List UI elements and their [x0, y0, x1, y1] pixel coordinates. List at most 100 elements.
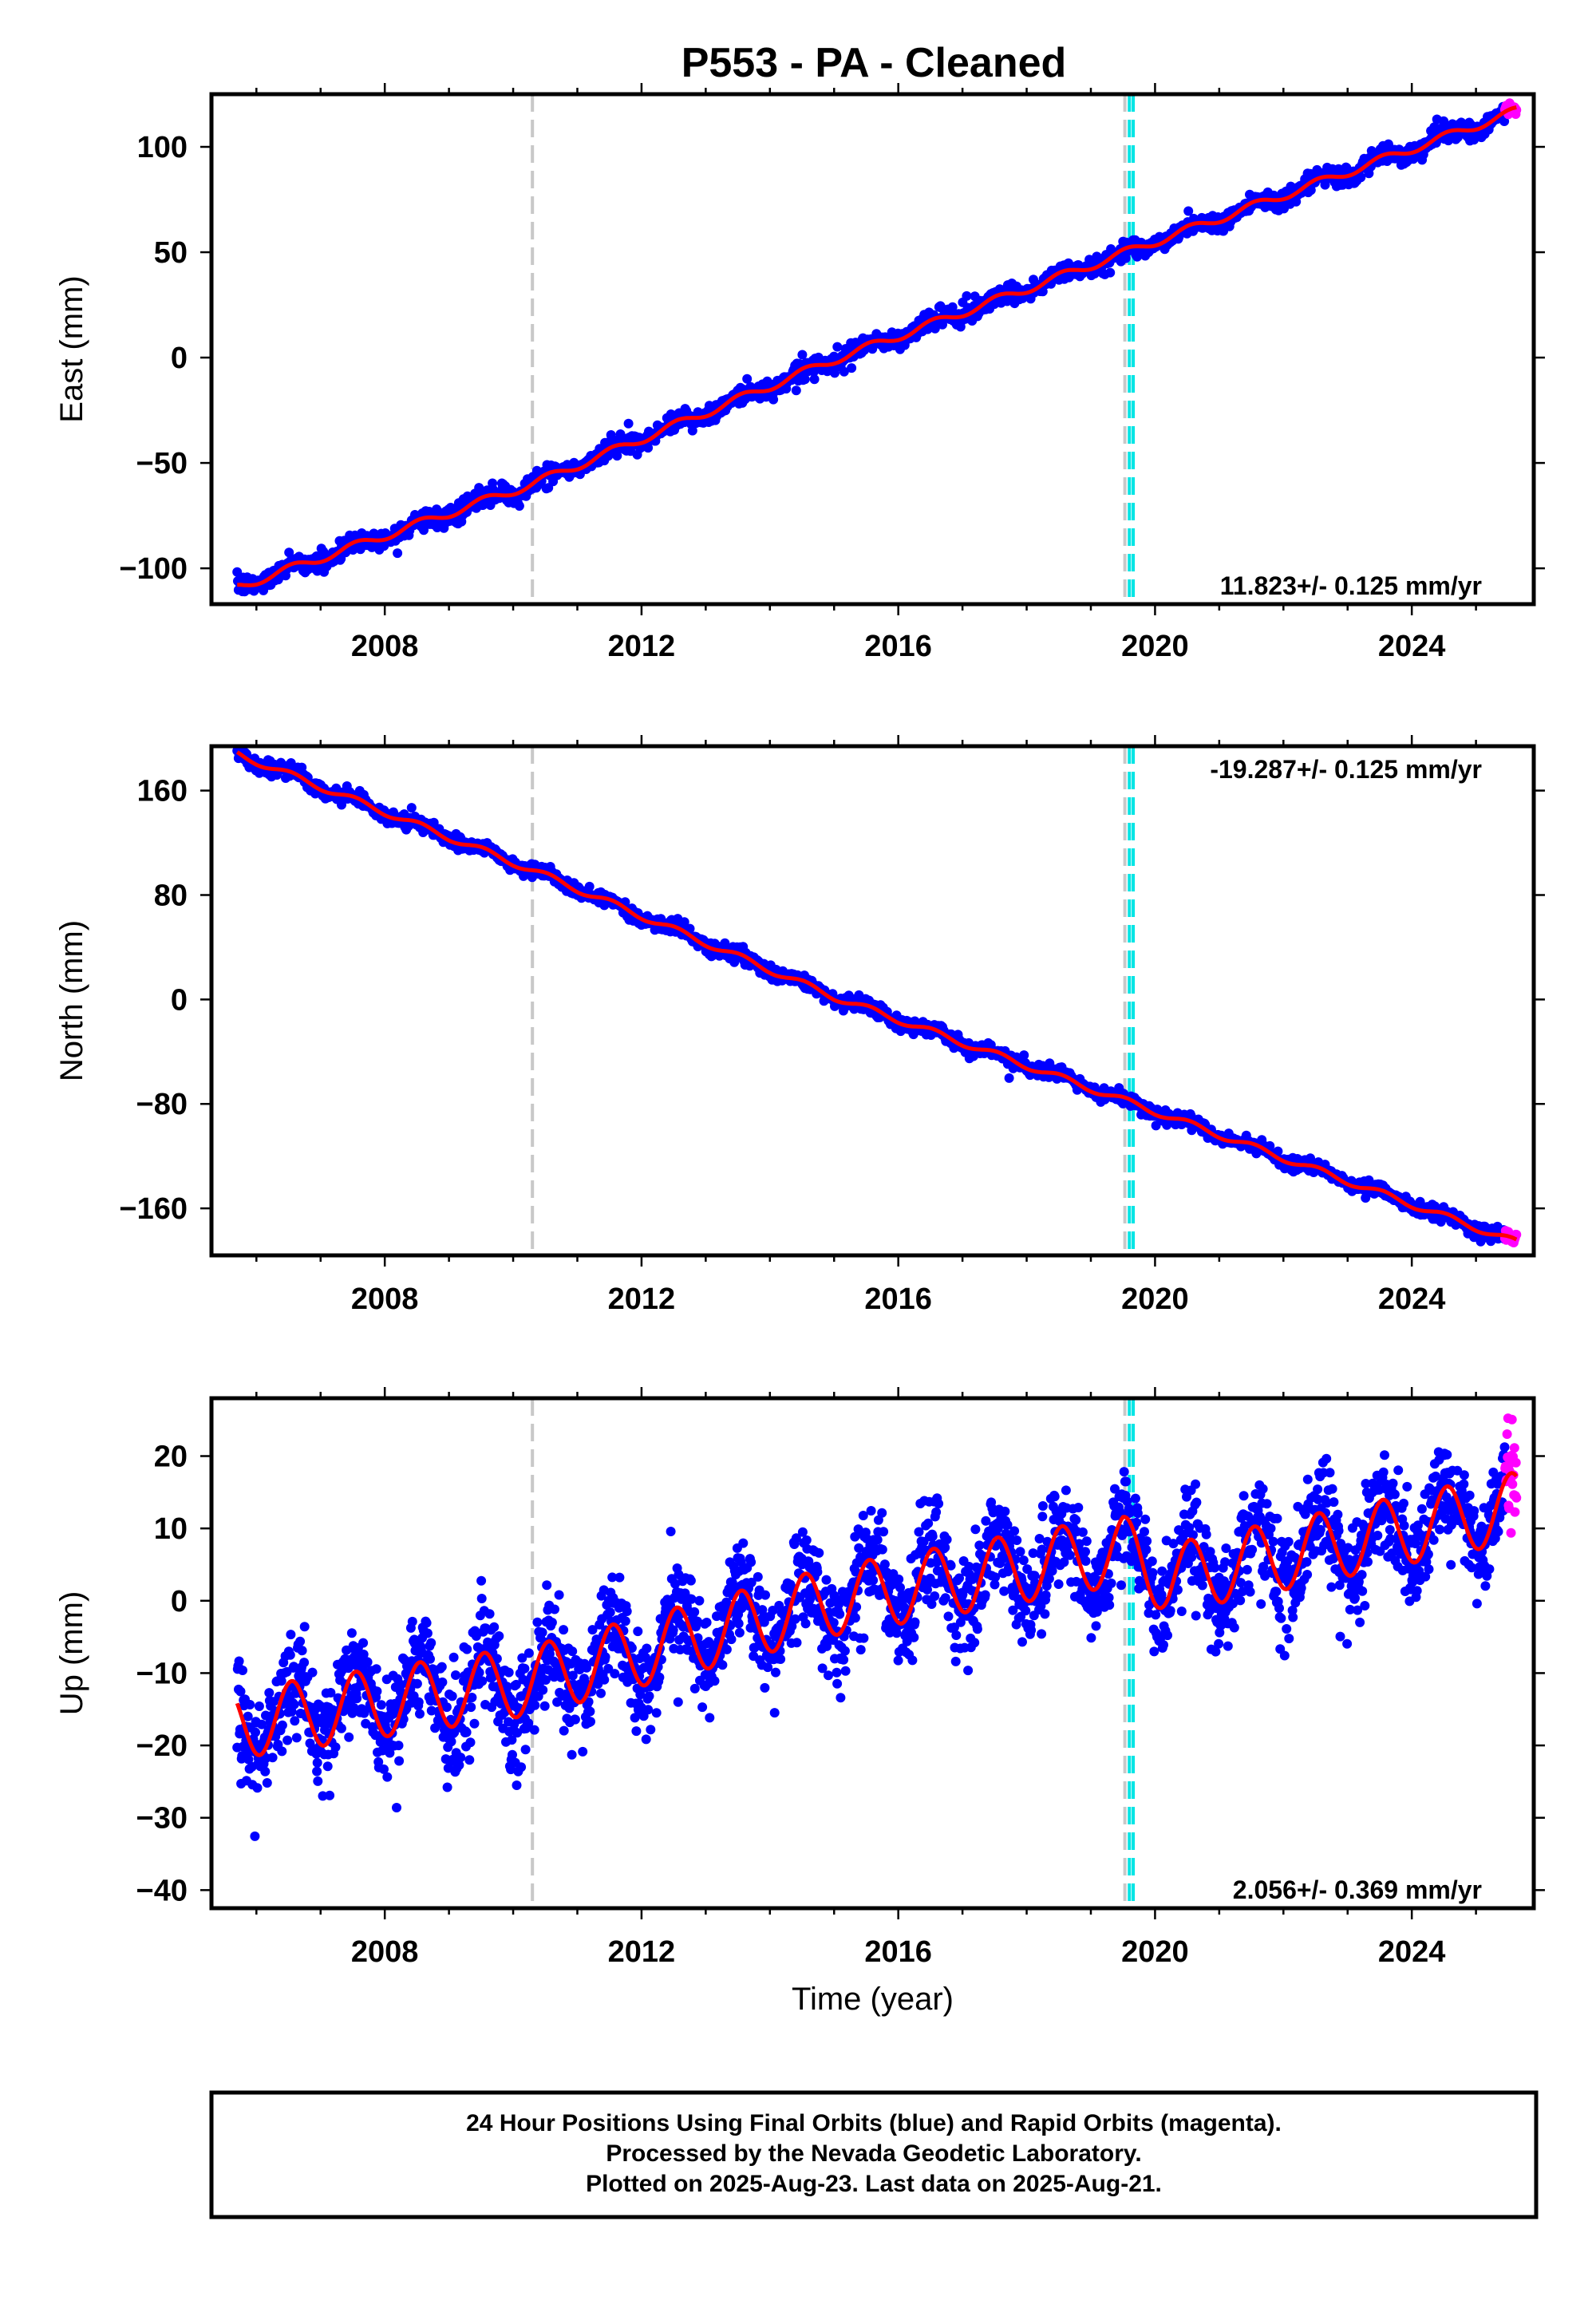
final-orbit-point — [529, 1725, 539, 1735]
final-orbit-point — [697, 1702, 708, 1713]
final-orbit-point — [371, 1664, 381, 1674]
final-orbit-point — [412, 1678, 422, 1689]
final-orbit-point — [537, 1627, 547, 1638]
final-orbit-point — [441, 1702, 452, 1713]
final-orbit-point — [262, 1778, 272, 1788]
x-tick-label: 2016 — [864, 1282, 932, 1316]
final-orbit-point — [559, 1625, 569, 1635]
final-orbit-point — [352, 1694, 362, 1704]
final-orbit-point — [235, 1686, 246, 1697]
final-orbit-point — [454, 1760, 464, 1770]
final-orbit-point — [523, 1648, 534, 1658]
final-orbit-point — [726, 1634, 737, 1645]
final-orbit-point — [570, 1714, 580, 1725]
final-orbit-point — [705, 1713, 715, 1723]
y-axis-label: North (mm) — [54, 920, 89, 1081]
final-orbit-point — [379, 1764, 389, 1774]
final-orbit-point — [286, 1706, 297, 1717]
final-orbit-point — [623, 418, 634, 429]
final-orbit-point — [295, 1636, 306, 1646]
final-orbit-point — [614, 1572, 625, 1583]
final-orbit-point — [641, 1734, 651, 1745]
final-orbit-point — [646, 1725, 656, 1735]
final-orbit-point — [243, 1711, 253, 1721]
final-orbit-point — [742, 373, 753, 384]
final-orbit-point — [685, 1575, 696, 1586]
final-orbit-point — [422, 1628, 433, 1638]
final-orbit-point — [523, 1718, 534, 1729]
final-orbit-points — [232, 1442, 1510, 1841]
final-orbit-point — [847, 363, 857, 373]
final-orbit-point — [234, 1656, 244, 1666]
final-orbit-point — [362, 1657, 373, 1667]
final-orbit-point — [398, 1714, 409, 1725]
final-orbit-point — [540, 1675, 551, 1685]
final-orbit-point — [599, 1674, 610, 1685]
final-orbit-point — [1004, 1073, 1014, 1083]
final-orbit-point — [508, 1749, 517, 1760]
x-tick-label: 2008 — [351, 630, 419, 663]
final-orbit-point — [382, 1772, 393, 1782]
x-tick-label: 2008 — [351, 1282, 419, 1316]
final-orbit-point — [477, 1676, 488, 1686]
y-tick-label: −160 — [119, 1192, 188, 1226]
final-orbit-point — [504, 1667, 514, 1678]
final-orbit-point — [517, 1653, 527, 1663]
final-orbit-point — [243, 1754, 254, 1765]
final-orbit-point — [469, 1718, 480, 1729]
final-orbit-point — [800, 374, 810, 385]
final-orbit-point — [832, 342, 843, 352]
final-orbit-point — [620, 1616, 630, 1626]
final-orbit-point — [809, 374, 820, 385]
plot-frame — [209, 92, 1536, 607]
final-orbit-point — [584, 881, 595, 891]
final-orbit-point — [651, 1708, 662, 1718]
final-orbit-point — [299, 1658, 310, 1668]
final-orbit-point — [307, 1667, 318, 1678]
final-orbit-point — [289, 1699, 299, 1709]
final-orbit-point — [736, 1557, 746, 1567]
final-orbit-point — [407, 1616, 417, 1626]
final-orbit-point — [532, 1617, 543, 1627]
final-orbit-point — [839, 366, 849, 377]
final-orbit-point — [466, 1702, 476, 1713]
velocity-label: 11.823+/- 0.125 mm/yr — [1220, 571, 1482, 600]
plot-frame — [209, 744, 1536, 1258]
final-orbit-point — [962, 290, 972, 301]
final-orbit-point — [325, 1790, 335, 1800]
x-tick-label: 2020 — [1121, 1282, 1189, 1316]
final-orbit-point — [461, 1727, 472, 1737]
final-orbit-point — [668, 1625, 678, 1635]
final-orbit-point — [694, 1595, 705, 1606]
final-orbit-point — [701, 1618, 712, 1627]
final-orbit-point — [425, 1654, 435, 1664]
final-orbit-point — [768, 394, 779, 405]
final-orbit-point — [721, 1644, 732, 1654]
final-orbit-point — [670, 1579, 681, 1589]
final-orbit-point — [358, 1650, 369, 1659]
final-orbit-point — [733, 1618, 744, 1629]
final-orbit-point — [413, 1697, 424, 1707]
plot-area — [232, 746, 1522, 1255]
final-orbit-point — [415, 1709, 425, 1719]
final-orbit-point — [516, 1762, 527, 1773]
y-tick-label: 0 — [171, 983, 188, 1017]
final-orbit-point — [544, 1649, 555, 1659]
final-orbit-point — [947, 302, 958, 312]
final-orbit-point — [489, 1622, 500, 1632]
final-orbit-point — [372, 1686, 382, 1697]
chart-title: P553 - PA - Cleaned — [681, 40, 1067, 86]
final-orbit-point — [290, 1716, 300, 1726]
final-orbit-point — [464, 1755, 475, 1765]
final-orbit-point — [426, 1638, 437, 1648]
final-orbit-point — [285, 1650, 295, 1660]
final-orbit-point — [291, 1733, 302, 1743]
model-curve — [235, 750, 1518, 1242]
final-orbit-point — [238, 1666, 247, 1675]
y-tick-label: 100 — [137, 131, 188, 164]
final-orbit-point — [437, 1662, 447, 1672]
final-orbit-point — [254, 1701, 264, 1711]
